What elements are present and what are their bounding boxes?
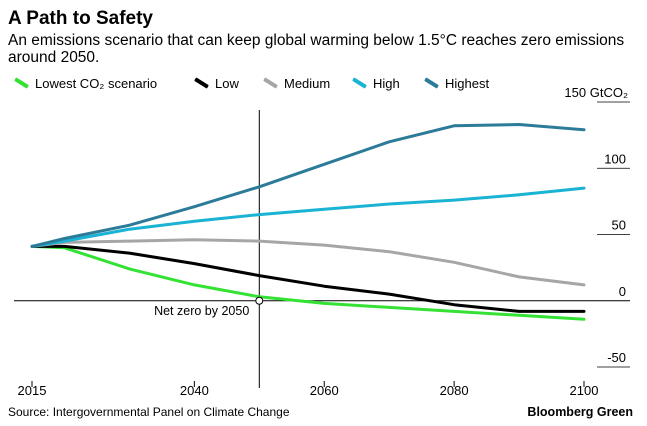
series-line-0	[30, 244, 586, 321]
legend-label: Low	[215, 75, 239, 91]
legend-label: High	[373, 75, 400, 91]
y-tick-label: 100	[604, 151, 626, 166]
legend-item-low: Low	[194, 75, 239, 91]
y-tick-label: 150 GtCO₂	[564, 85, 628, 100]
brand-logo: Bloomberg Green	[527, 405, 633, 419]
legend-label: Medium	[284, 75, 331, 91]
source-note: Source: Intergovernmental Panel on Clima…	[8, 405, 290, 419]
legend-label: Lowest CO₂ scenario	[35, 75, 158, 91]
x-tick-label: 2040	[180, 383, 209, 398]
x-tick-label: 2015	[18, 383, 47, 398]
legend-item-lowest: Lowest CO₂ scenario	[14, 75, 157, 91]
x-tick-label: 2100	[570, 383, 599, 398]
series-line-2	[30, 238, 586, 287]
net-zero-marker	[255, 296, 264, 305]
net-zero-label: Net zero by 2050	[154, 304, 249, 318]
y-tick-label: 50	[612, 218, 626, 233]
x-tick-label: 2060	[310, 383, 339, 398]
series-line-1	[30, 244, 586, 313]
chart-title: A Path to Safety	[8, 8, 153, 29]
y-tick-label: -50	[607, 350, 626, 365]
y-tick-label: 0	[619, 284, 626, 299]
chart-subtitle: An emissions scenario that can keep glob…	[8, 32, 625, 66]
x-tick-label: 2080	[440, 383, 469, 398]
legend-item-highest: Highest	[424, 75, 489, 91]
legend-label: Highest	[445, 75, 490, 91]
series-line-3	[30, 186, 586, 248]
series-line-4	[30, 123, 586, 248]
legend-item-high: High	[352, 75, 400, 91]
legend-item-medium: Medium	[263, 75, 330, 91]
